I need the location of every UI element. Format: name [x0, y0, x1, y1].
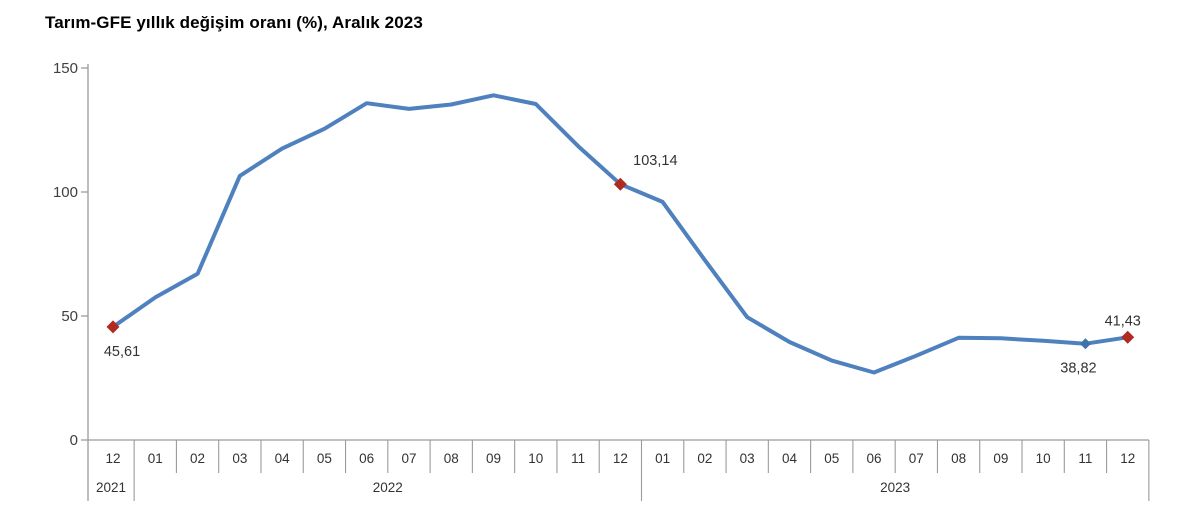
month-label: 07	[401, 451, 416, 466]
month-label: 04	[782, 451, 798, 466]
month-label: 12	[613, 451, 628, 466]
year-label: 2022	[373, 480, 403, 495]
month-label: 06	[359, 451, 374, 466]
month-label: 10	[1036, 451, 1051, 466]
data-point-label: 103,14	[633, 153, 677, 169]
data-point-marker	[613, 177, 627, 191]
month-label: 09	[486, 451, 501, 466]
series-line	[111, 93, 1130, 375]
month-label: 05	[824, 451, 839, 466]
y-axis-label: 150	[53, 60, 78, 77]
y-axis-label: 50	[61, 308, 78, 325]
month-label: 02	[190, 451, 205, 466]
year-label: 2021	[96, 480, 126, 495]
month-label: 03	[232, 451, 247, 466]
month-label: 11	[571, 451, 585, 466]
month-label: 11	[1078, 451, 1092, 466]
month-label: 09	[993, 451, 1008, 466]
month-label: 10	[528, 451, 543, 466]
month-label: 04	[275, 451, 291, 466]
month-label: 12	[1120, 451, 1135, 466]
month-label: 07	[909, 451, 924, 466]
month-label: 08	[444, 451, 459, 466]
data-point-marker	[1079, 338, 1091, 350]
year-label: 2023	[880, 480, 910, 495]
month-label: 08	[951, 451, 966, 466]
y-axis-label: 0	[70, 432, 78, 449]
y-axis-label: 100	[53, 184, 78, 201]
data-point-label: 45,61	[104, 344, 140, 360]
month-label: 02	[697, 451, 712, 466]
month-label: 05	[317, 451, 332, 466]
chart-title: Tarım-GFE yıllık değişim oranı (%), Aral…	[45, 13, 423, 32]
data-point-marker	[1121, 330, 1135, 344]
month-label: 06	[867, 451, 882, 466]
month-label: 03	[740, 451, 755, 466]
data-point-label: 41,43	[1105, 313, 1141, 329]
month-label: 01	[655, 451, 670, 466]
data-point-label: 38,82	[1060, 361, 1096, 377]
data-point-marker	[106, 320, 120, 334]
month-label: 12	[105, 451, 120, 466]
month-label: 01	[148, 451, 163, 466]
